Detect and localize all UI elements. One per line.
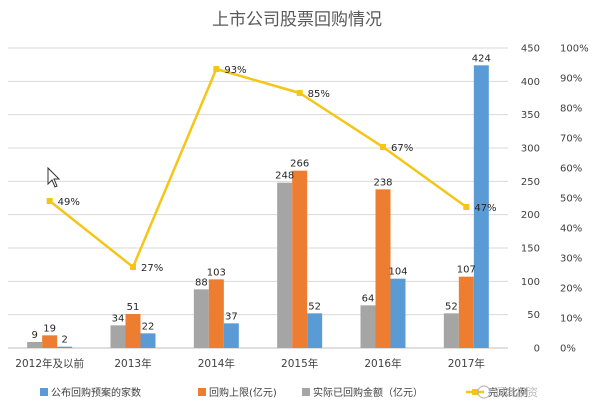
- left-axis-tick-label: 400: [521, 77, 540, 88]
- line-data-label: 67%: [391, 143, 413, 154]
- line-point: [213, 66, 220, 72]
- right-axis-tick-label: 100%: [560, 44, 589, 55]
- left-axis-tick-label: 300: [521, 144, 540, 155]
- bars: [27, 65, 489, 348]
- bar-data-label: 51: [127, 302, 140, 313]
- left-axis-tick-label: 200: [521, 210, 540, 221]
- bar-data-label: 88: [195, 277, 208, 288]
- legend: 公布回购预案的家数 回购上限(亿元) 实际已回购金额（亿元） 完成比例: [40, 386, 528, 399]
- left-axis-tick-label: 100: [521, 277, 540, 288]
- bar-data-label: 34: [112, 313, 125, 324]
- right-axis-tick-label: 40%: [560, 224, 582, 235]
- legend-swatch: [40, 388, 48, 396]
- completion-line: [46, 66, 470, 270]
- bar: [125, 314, 141, 348]
- right-axis-tick-label: 0%: [560, 344, 576, 355]
- bar-data-label: 103: [207, 267, 226, 278]
- line-data-label: 49%: [58, 197, 80, 208]
- right-y-axis: 0% 10% 20% 30% 40% 50% 60% 70% 80% 90% 100%: [560, 44, 589, 355]
- line-data-label: 47%: [474, 203, 496, 214]
- bar: [473, 65, 489, 348]
- left-axis-tick-label: 50: [527, 310, 540, 321]
- line-point: [380, 144, 386, 150]
- cursor-icon: [47, 166, 61, 188]
- line-data-label: 93%: [224, 65, 246, 76]
- x-axis-category-label: 2014年: [198, 357, 235, 370]
- x-axis-category-label: 2012年及以前: [15, 357, 84, 370]
- x-axis-category-label: 2015年: [281, 357, 318, 370]
- x-axis-categories: 2012年及以前 2013年 2014年 2015年 2016年 2017年: [15, 357, 485, 370]
- bar-data-label: 266: [290, 159, 309, 170]
- left-y-axis: 0 50 100 150 200 250 300 350 400 450: [521, 44, 540, 355]
- bar: [458, 276, 474, 348]
- line-data-label: 85%: [308, 89, 330, 100]
- bar-data-label: 64: [362, 293, 375, 304]
- left-axis-tick-label: 150: [521, 244, 540, 255]
- right-axis-tick-label: 80%: [560, 104, 582, 115]
- x-axis-category-label: 2013年: [114, 357, 151, 370]
- bar: [208, 279, 224, 348]
- x-axis-category-label: 2017年: [448, 357, 485, 370]
- bar: [223, 323, 239, 348]
- bar-data-label: 22: [142, 321, 155, 332]
- legend-swatch-marker: [472, 389, 478, 395]
- bar: [140, 333, 156, 348]
- line-point: [463, 204, 470, 210]
- watermark-logo-icon: [477, 385, 491, 399]
- completion-line-path: [48, 67, 468, 269]
- right-axis-tick-label: 70%: [560, 134, 582, 145]
- line-point: [130, 264, 136, 270]
- right-axis-tick-label: 60%: [560, 164, 582, 175]
- bar: [277, 182, 293, 348]
- bar: [375, 189, 391, 348]
- bar-data-label: 104: [388, 267, 407, 278]
- line-point: [46, 198, 53, 204]
- right-axis-tick-label: 90%: [560, 74, 582, 85]
- bar-data-label: 2: [61, 335, 67, 346]
- line-data-label: 27%: [141, 263, 163, 274]
- bar: [360, 305, 376, 348]
- right-axis-tick-label: 50%: [560, 194, 582, 205]
- bar: [443, 313, 459, 348]
- watermark: 润商投资: [477, 385, 538, 399]
- right-axis-tick-label: 20%: [560, 284, 582, 295]
- bar-data-label: 52: [445, 301, 458, 312]
- bar: [390, 278, 406, 348]
- bar-data-label: 37: [225, 311, 238, 322]
- legend-swatch: [198, 388, 206, 396]
- bar: [193, 289, 209, 348]
- bar-data-label: 107: [457, 265, 476, 276]
- legend-label: 完成比例: [488, 386, 528, 399]
- legend-swatch: [302, 388, 310, 396]
- right-axis-tick-label: 10%: [560, 314, 582, 325]
- legend-label: 公布回购预案的家数: [51, 386, 141, 399]
- bar-data-label: 52: [308, 301, 321, 312]
- bar-data-label: 238: [373, 177, 392, 188]
- bar-data-label: 424: [472, 53, 491, 64]
- bar: [42, 335, 58, 348]
- legend-label: 回购上限(亿元): [209, 386, 277, 399]
- watermark-text: 润商投资: [494, 385, 538, 399]
- chart-title: 上市公司股票回购情况: [212, 10, 382, 30]
- left-axis-tick-label: 350: [521, 110, 540, 121]
- bar-data-label: 9: [31, 330, 37, 341]
- bar: [110, 325, 126, 348]
- legend-label: 实际已回购金额（亿元）: [313, 386, 423, 399]
- bar: [292, 170, 308, 348]
- gridlines: [8, 47, 508, 349]
- x-axis-category-label: 2016年: [364, 357, 401, 370]
- bar-data-label: 248: [275, 171, 294, 182]
- line-point: [296, 90, 303, 96]
- bar-data-label: 19: [43, 323, 56, 334]
- bar: [27, 342, 43, 348]
- right-axis-tick-label: 30%: [560, 254, 582, 265]
- left-axis-tick-label: 0: [534, 344, 540, 355]
- left-axis-tick-label: 450: [521, 44, 540, 55]
- bar: [307, 313, 323, 348]
- left-axis-tick-label: 250: [521, 177, 540, 188]
- bar: [57, 346, 73, 348]
